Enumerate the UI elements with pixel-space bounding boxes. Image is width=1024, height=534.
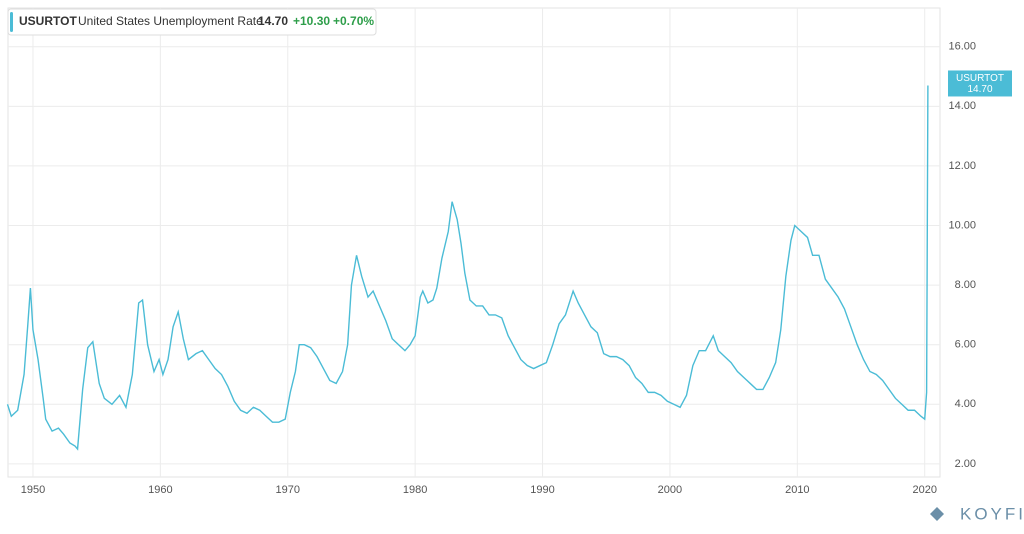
y-tick-label: 2.00 [955,458,976,470]
change: +10.30 [293,14,330,28]
x-tick-label: 1960 [148,484,172,496]
badge-value: 14.70 [967,84,992,95]
y-tick-label: 8.00 [955,279,976,291]
series-title: United States Unemployment Rate [78,14,263,28]
x-tick-label: 1990 [530,484,554,496]
y-tick-label: 14.00 [948,100,976,112]
y-tick-label: 6.00 [955,339,976,351]
x-tick-label: 2010 [785,484,809,496]
y-tick-label: 10.00 [948,219,976,231]
change-pct: +0.70% [333,14,374,28]
legend-swatch [10,12,13,32]
x-tick-label: 1950 [21,484,45,496]
ticker: USURTOT [19,14,77,28]
badge-ticker: USURTOT [956,73,1004,84]
brand: KOYFIN [960,504,1024,523]
x-tick-label: 1970 [276,484,300,496]
x-tick-label: 1980 [403,484,427,496]
y-tick-label: 12.00 [948,160,976,172]
legend-box [7,8,377,36]
series-line [6,85,929,451]
x-tick-label: 2020 [912,484,936,496]
y-tick-label: 16.00 [948,41,976,53]
last-value-badge [948,70,1012,97]
plot-frame [7,7,941,478]
last-value: 14.70 [258,14,288,28]
brand-logo [930,507,944,521]
y-tick-label: 4.00 [955,398,976,410]
x-tick-label: 2000 [658,484,682,496]
